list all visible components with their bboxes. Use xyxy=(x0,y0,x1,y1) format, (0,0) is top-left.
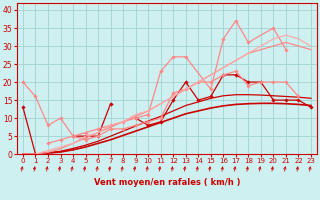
X-axis label: Vent moyen/en rafales ( km/h ): Vent moyen/en rafales ( km/h ) xyxy=(94,178,240,187)
